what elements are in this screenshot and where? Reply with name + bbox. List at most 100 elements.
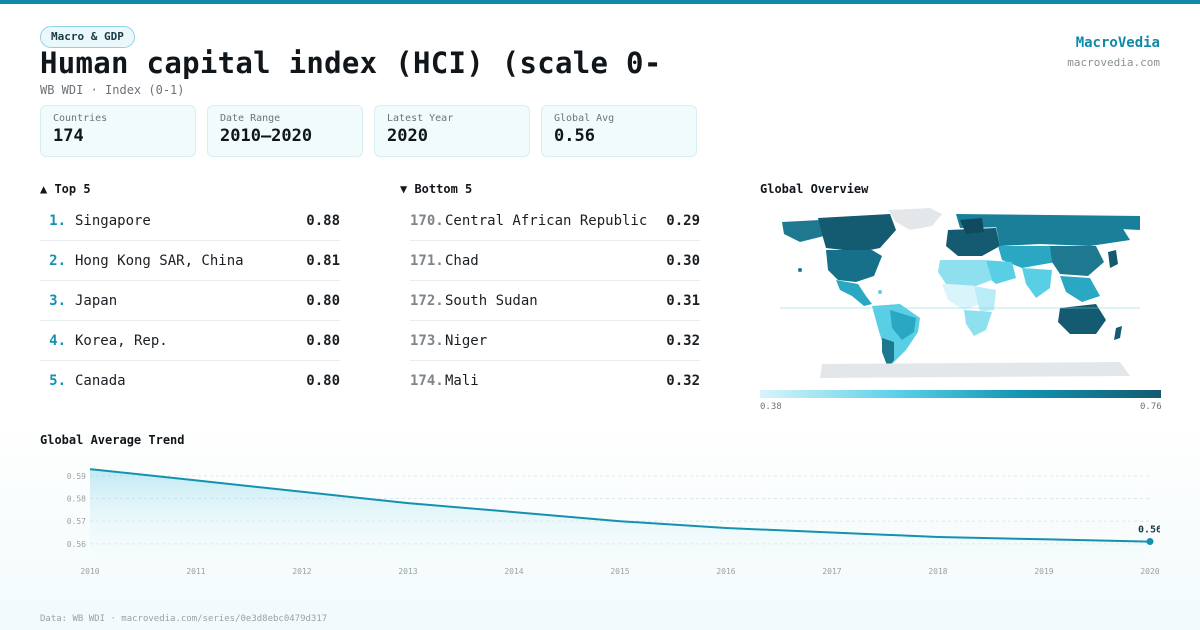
- map-region-alaska[interactable]: [782, 220, 824, 242]
- page-subtitle: WB WDI · Index (0-1): [40, 83, 185, 97]
- map-region-brazil[interactable]: [890, 310, 916, 340]
- bottom5-row[interactable]: 172. South Sudan 0.31: [410, 281, 700, 321]
- trend-ytick-label: 0.56: [67, 540, 86, 549]
- map-region-south-asia[interactable]: [1022, 268, 1052, 298]
- map-region-southeast-asia[interactable]: [1060, 276, 1100, 302]
- map-region-hawaii[interactable]: [798, 268, 802, 272]
- stat-card-countries: Countries 174: [40, 105, 196, 157]
- map-region-antarctica[interactable]: [820, 362, 1130, 378]
- map-region-europe[interactable]: [946, 228, 1000, 256]
- map-region-southern-africa[interactable]: [964, 310, 992, 336]
- stat-value: 174: [53, 126, 84, 146]
- trend-line: [89, 468, 1151, 543]
- trend-end-value-label: 0.56: [1138, 525, 1160, 536]
- country-name: Mali: [445, 373, 479, 389]
- trend-xtick-label: 2014: [504, 567, 523, 576]
- brand-url[interactable]: macrovedia.com: [1067, 56, 1160, 69]
- map-legend-gradient: [760, 390, 1161, 398]
- top5-row[interactable]: 3. Japan 0.80: [40, 281, 340, 321]
- country-value: 0.32: [666, 332, 700, 349]
- bottom5-row[interactable]: 173. Niger 0.32: [410, 321, 700, 361]
- map-region-canada[interactable]: [818, 214, 896, 252]
- map-region-greenland[interactable]: [888, 208, 942, 230]
- country-value: 0.80: [306, 292, 340, 309]
- country-value: 0.32: [666, 373, 700, 389]
- country-name: Japan: [75, 292, 118, 309]
- country-name: Singapore: [75, 212, 151, 229]
- stat-label: Date Range: [220, 113, 281, 124]
- stat-value: 2010–2020: [220, 126, 313, 146]
- map-region-chile-argentina[interactable]: [882, 338, 894, 368]
- bottom5-heading: ▼ Bottom 5: [400, 182, 473, 196]
- map-region-north-africa[interactable]: [938, 260, 992, 286]
- stat-value: 2020: [387, 126, 428, 146]
- trend-area-fill: [90, 469, 1150, 554]
- trend-ytick-label: 0.57: [67, 517, 86, 526]
- rank-number: 172.: [410, 292, 444, 309]
- map-region-china[interactable]: [1050, 246, 1104, 276]
- country-name: Canada: [75, 373, 126, 389]
- top-accent-bar: [0, 0, 1200, 4]
- trend-point[interactable]: [1146, 538, 1154, 546]
- trend-xtick-label: 2010: [80, 567, 99, 576]
- rank-number: 2.: [49, 252, 66, 269]
- trend-ytick-label: 0.59: [67, 472, 86, 481]
- country-name: South Sudan: [445, 292, 538, 309]
- rank-number: 174.: [410, 373, 444, 389]
- trend-chart[interactable]: 0.59 0.58 0.57 0.56 2010 2011 2012 2013 2014 201…: [40, 450, 1160, 580]
- map-region-east-africa[interactable]: [974, 286, 996, 312]
- rank-number: 1.: [49, 212, 66, 229]
- map-region-japan[interactable]: [1108, 250, 1118, 268]
- trend-xtick-label: 2017: [822, 567, 841, 576]
- top5-row[interactable]: 2. Hong Kong SAR, China 0.81: [40, 241, 340, 281]
- map-region-mexico[interactable]: [836, 280, 872, 306]
- rank-number: 170.: [410, 212, 444, 229]
- stat-label: Latest Year: [387, 113, 454, 124]
- trend-xtick-label: 2019: [1034, 567, 1053, 576]
- rank-number: 171.: [410, 252, 444, 269]
- country-value: 0.80: [306, 373, 340, 389]
- map-region-caribbean[interactable]: [878, 290, 882, 294]
- country-value: 0.31: [666, 292, 700, 309]
- country-name: Niger: [445, 332, 488, 349]
- category-tag[interactable]: Macro & GDP: [40, 26, 135, 48]
- map-region-usa[interactable]: [826, 250, 882, 282]
- top5-row[interactable]: 4. Korea, Rep. 0.80: [40, 321, 340, 361]
- map-region-scandinavia[interactable]: [960, 218, 984, 234]
- map-region-australia[interactable]: [1058, 304, 1106, 334]
- trend-xtick-label: 2020: [1140, 567, 1159, 576]
- map-legend-max: 0.76: [1140, 402, 1162, 412]
- country-value: 0.88: [306, 212, 340, 229]
- country-name: Hong Kong SAR, China: [75, 252, 244, 269]
- top5-row[interactable]: 5. Canada 0.80: [40, 361, 340, 401]
- trend-heading: Global Average Trend: [40, 433, 185, 447]
- bottom5-row[interactable]: 174. Mali 0.32: [410, 361, 700, 401]
- bottom5-list: 170. Central African Republic 0.29 171. …: [410, 201, 700, 401]
- country-value: 0.30: [666, 252, 700, 269]
- stat-label: Countries: [53, 113, 108, 124]
- map-region-central-asia[interactable]: [998, 246, 1056, 268]
- map-region-russia[interactable]: [996, 224, 1130, 246]
- trend-xtick-label: 2012: [292, 567, 311, 576]
- top5-row[interactable]: 1. Singapore 0.88: [40, 201, 340, 241]
- page-title: Human capital index (HCI) (scale 0-: [40, 46, 662, 80]
- trend-xtick-label: 2015: [610, 567, 629, 576]
- trend-xtick-label: 2013: [398, 567, 417, 576]
- map-region-west-africa[interactable]: [942, 284, 980, 310]
- world-choropleth-map[interactable]: [760, 200, 1161, 390]
- stat-card-latest-year: Latest Year 2020: [374, 105, 530, 157]
- stat-value: 0.56: [554, 126, 595, 146]
- country-name: Korea, Rep.: [75, 332, 168, 349]
- bottom5-row[interactable]: 170. Central African Republic 0.29: [410, 201, 700, 241]
- trend-xtick-label: 2016: [716, 567, 735, 576]
- brand-logo[interactable]: MacroVedia: [1075, 35, 1160, 51]
- map-region-new-zealand[interactable]: [1114, 326, 1122, 340]
- bottom5-row[interactable]: 171. Chad 0.30: [410, 241, 700, 281]
- country-value: 0.80: [306, 332, 340, 349]
- country-name: Chad: [445, 252, 479, 269]
- map-heading: Global Overview: [760, 182, 869, 196]
- country-value: 0.81: [306, 252, 340, 269]
- footer-source: Data: WB WDI · macrovedia.com/series/0e3…: [40, 614, 328, 624]
- trend-ytick-label: 0.58: [67, 495, 86, 504]
- country-name: Central African Republic: [445, 212, 648, 229]
